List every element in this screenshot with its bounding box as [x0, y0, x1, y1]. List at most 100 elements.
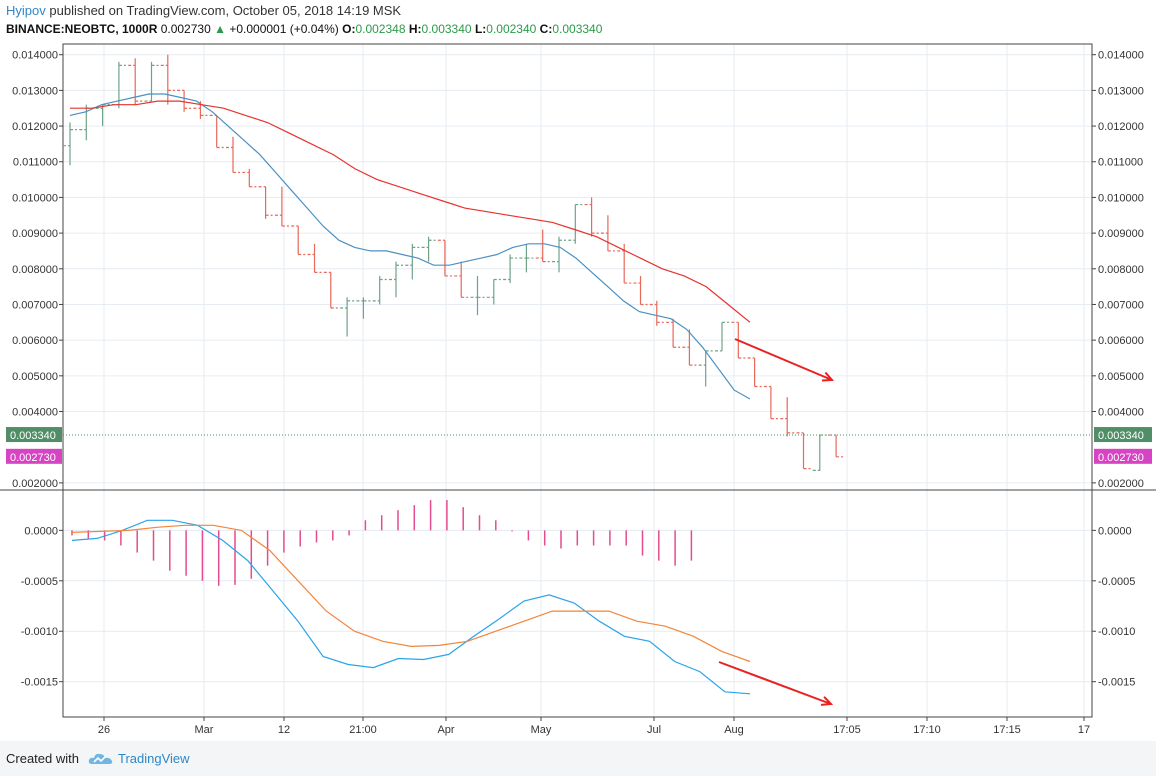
- ohlc-bar: [258, 186, 273, 219]
- price-tick-label-right: 0.008000: [1098, 264, 1144, 276]
- open-label: O:: [342, 22, 356, 36]
- x-tick-label: 17:15: [993, 724, 1021, 736]
- macd-tick-label-right: -0.0010: [1098, 626, 1135, 638]
- open-value: 0.002348: [355, 22, 406, 36]
- last-price-tag-left: 0.003340: [6, 427, 62, 443]
- ohlc-bar: [486, 278, 501, 305]
- close-value: 0.003340: [552, 22, 603, 36]
- price-tick-label-left: 0.012000: [12, 121, 58, 133]
- x-tick-label: 17: [1078, 724, 1090, 736]
- ohlc-bar: [160, 54, 175, 105]
- ohlc-bar: [144, 61, 159, 102]
- created-with-label: Created with: [6, 751, 79, 766]
- last-price-tag-right-text: 0.003340: [1098, 430, 1144, 442]
- price-tick-label-left: 0.005000: [12, 371, 58, 383]
- ohlc-bar: [747, 357, 762, 388]
- ohlc-bar: [600, 215, 615, 252]
- price-tick-label-left: 0.002000: [12, 478, 58, 490]
- macd-line: [71, 519, 751, 695]
- ohlc-bar: [226, 136, 240, 174]
- macd-pane[interactable]: [71, 500, 834, 706]
- symbol-line: BINANCE:NEOBTC, 1000R 0.002730 ▲ +0.0000…: [6, 22, 602, 36]
- macd-tick-label-right: 0.0000: [1098, 525, 1132, 537]
- macd-trend-arrow-head: [820, 696, 834, 706]
- low-value: 0.002340: [486, 22, 537, 36]
- price-tick-label-left: 0.013000: [12, 85, 58, 97]
- price-tick-label-left: 0.010000: [12, 192, 58, 204]
- x-tick-label: Apr: [437, 724, 454, 736]
- price-tick-label-right: 0.006000: [1098, 335, 1144, 347]
- footer: Created with TradingView: [0, 741, 1156, 776]
- price-tick-label-left: 0.007000: [12, 299, 58, 311]
- ohlc-bar: [633, 275, 648, 306]
- close-tag-left: 0.002730: [6, 448, 62, 464]
- x-tick-label: Mar: [195, 724, 214, 736]
- price-tick-label-right: 0.011000: [1098, 157, 1143, 169]
- publish-info: published on TradingView.com, October 05…: [49, 3, 402, 18]
- x-tick-label: Jul: [647, 724, 661, 736]
- x-tick-label: Aug: [724, 724, 744, 736]
- ohlc-bar: [356, 297, 371, 319]
- close-tag-right: 0.002730: [1094, 448, 1152, 464]
- ohlc-bar: [568, 203, 583, 244]
- price-tick-label-right: 0.007000: [1098, 299, 1144, 311]
- x-tick-label: 21:00: [349, 724, 377, 736]
- last-price-tag-right: 0.003340: [1094, 427, 1152, 443]
- symbol-name: BINANCE:NEOBTC, 1000R: [6, 22, 158, 36]
- price-tick-label-right: 0.012000: [1098, 121, 1144, 133]
- up-triangle-icon: ▲: [214, 22, 226, 36]
- ma-fast-line: [69, 93, 751, 400]
- price-tick-label-left: 0.009000: [12, 228, 58, 240]
- ohlc-bar: [763, 385, 778, 420]
- price-tick-label-right: 0.004000: [1098, 407, 1144, 419]
- price-trend-arrow-shaft: [734, 338, 833, 381]
- last-price: 0.002730: [160, 22, 211, 36]
- macd-tick-label-left: -0.0005: [21, 576, 58, 588]
- ohlc-bar: [470, 275, 485, 316]
- price-pane[interactable]: 0.003340 0.003340 0.002730 0.002730: [6, 54, 1152, 471]
- price-tick-label-left: 0.014000: [12, 50, 58, 62]
- ohlc-bar: [340, 297, 355, 337]
- last-price-tag-left-text: 0.003340: [10, 430, 56, 442]
- price-tick-label-right: 0.013000: [1098, 85, 1144, 97]
- x-tick-label: May: [531, 724, 552, 736]
- macd-tick-label-right: -0.0005: [1098, 576, 1135, 588]
- chart-canvas[interactable]: 0.003340 0.003340 0.002730 0.002730 26 Mar 12…: [0, 0, 1156, 741]
- x-tick-label: 12: [278, 724, 290, 736]
- ohlc-bar: [307, 243, 322, 273]
- low-label: L:: [474, 22, 487, 36]
- author-name[interactable]: Hyipov: [6, 3, 46, 18]
- ohlc-bar: [421, 236, 436, 262]
- signal-line: [71, 524, 751, 663]
- price-change: +0.000001 (+0.04%): [229, 22, 339, 36]
- high-label: H:: [408, 22, 422, 36]
- x-tick-label: 17:10: [913, 724, 941, 736]
- last-price-tag-left-bg: [6, 427, 62, 443]
- ohlc-bar: [584, 197, 599, 237]
- price-tick-label-left: 0.008000: [12, 264, 58, 276]
- price-tick-label-left: 0.004000: [12, 407, 58, 419]
- ohlc-bar: [389, 261, 403, 298]
- macd-trend-arrow: [718, 661, 834, 706]
- price-tick-label-right: 0.014000: [1098, 50, 1144, 62]
- ohlc-bar: [829, 434, 844, 458]
- tradingview-cloud-icon[interactable]: [88, 751, 114, 767]
- price-tick-label-left: 0.006000: [12, 335, 58, 347]
- ohlc-bar: [372, 275, 387, 305]
- ohlc-bar: [649, 300, 664, 326]
- ma-slow-line: [70, 100, 751, 323]
- price-tick-label-left: 0.011000: [13, 157, 58, 169]
- close-tag-left-bg: [6, 448, 62, 464]
- grid: [63, 44, 1092, 717]
- last-price-tag-right-bg: [1094, 427, 1152, 443]
- ohlc-bar: [242, 168, 257, 188]
- price-tick-label-right: 0.005000: [1098, 371, 1144, 383]
- x-tick-label: 17:05: [833, 724, 861, 736]
- tradingview-link[interactable]: TradingView: [118, 751, 190, 766]
- price-tick-label-right: 0.002000: [1098, 478, 1144, 490]
- macd-tick-label-left: -0.0010: [21, 626, 58, 638]
- ohlc-bar: [291, 225, 306, 256]
- ohlc-bar: [812, 434, 827, 471]
- close-tag-right-text: 0.002730: [1098, 452, 1144, 464]
- price-tick-label-right: 0.010000: [1098, 192, 1144, 204]
